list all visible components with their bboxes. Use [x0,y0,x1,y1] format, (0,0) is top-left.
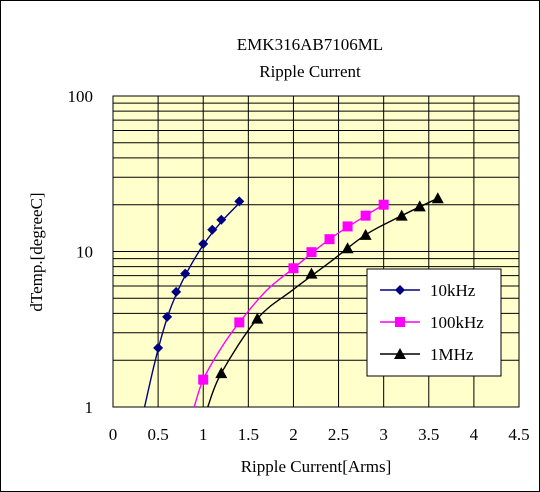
data-point-1MHz [251,312,264,324]
legend-label: 100kHz [430,313,484,332]
data-point-100kHz [198,374,209,385]
data-point-10kHz [207,224,218,235]
y-tick-label: 100 [68,87,94,106]
x-tick-label: 2 [289,425,298,444]
x-tick-label: 3 [379,425,388,444]
legend-label: 1MHz [430,345,474,364]
legend-label: 10kHz [430,281,476,300]
x-tick-label: 4.5 [508,425,529,444]
legend-marker-1MHz [394,348,406,359]
data-point-10kHz [198,238,209,249]
x-tick-label: 2.5 [328,425,349,444]
data-point-100kHz [234,317,245,328]
axis-ticks: 0 0.5 1 1.5 2 2.5 3 3.5 4 4.5 1 10 100 [68,87,530,444]
data-point-100kHz [324,234,335,245]
data-point-100kHz [360,210,371,221]
data-point-10kHz [153,342,164,353]
data-point-100kHz [342,221,353,232]
x-tick-label: 3.5 [418,425,439,444]
x-axis-label: Ripple Current[Arms] [241,457,392,476]
legend: 10kHz 100kHz 1MHz [366,268,502,377]
data-point-10kHz [171,286,182,297]
x-tick-label: 1.5 [238,425,259,444]
legend-marker-10kHz [395,285,405,295]
y-axis-label: dTemp.[degreeC] [27,192,46,311]
data-point-10kHz [216,214,227,225]
chart-subtitle: Ripple Current [259,62,361,81]
data-point-100kHz [378,199,389,210]
data-point-10kHz [162,311,173,322]
x-tick-label: 1 [199,425,208,444]
data-point-1MHz [395,209,408,221]
chart-title: EMK316AB7106ML [237,35,383,54]
x-tick-label: 0.5 [147,425,168,444]
data-point-10kHz [180,268,191,279]
y-tick-label: 10 [76,243,93,262]
x-tick-label: 4 [470,425,479,444]
series-markers [153,192,444,385]
x-tick-label: 0 [109,425,118,444]
data-point-1MHz [413,200,426,212]
data-point-100kHz [306,247,317,258]
data-point-1MHz [431,192,444,204]
data-point-1MHz [341,242,354,254]
data-point-100kHz [288,263,299,274]
data-point-10kHz [234,196,245,207]
y-tick-label: 1 [85,398,94,417]
series-line-100kHz [193,204,385,408]
legend-marker-100kHz [395,317,405,327]
data-point-1MHz [305,267,318,279]
data-point-1MHz [359,228,372,240]
data-point-1MHz [215,367,228,379]
